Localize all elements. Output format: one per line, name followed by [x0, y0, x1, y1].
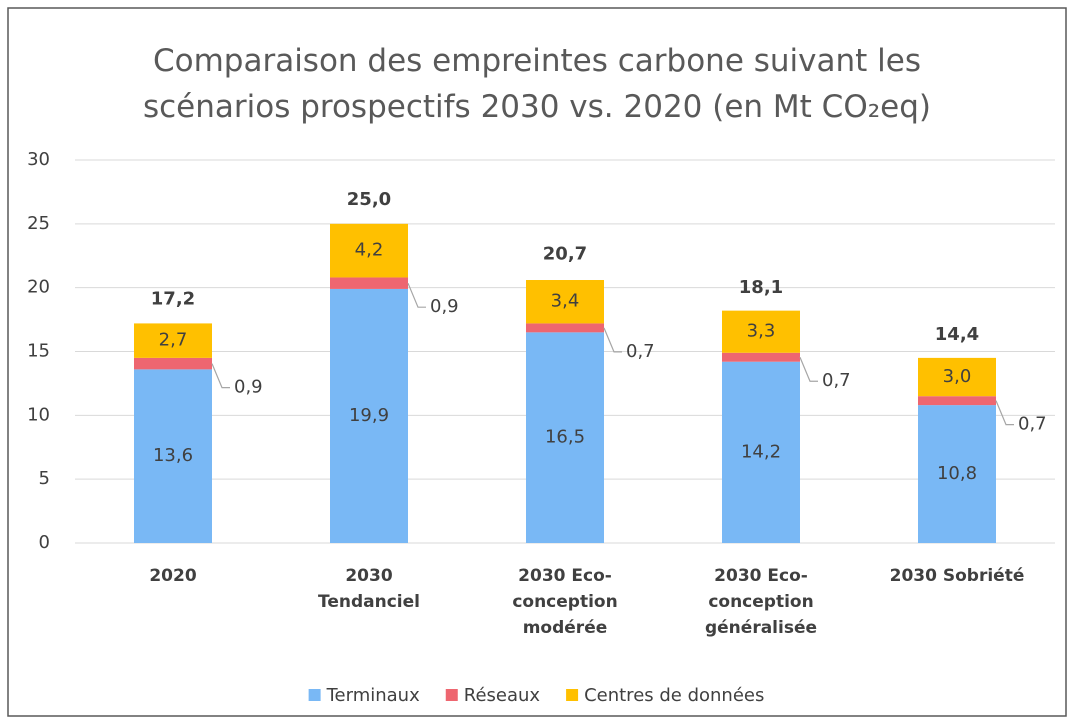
- total-label: 18,1: [739, 277, 783, 298]
- leader-line: [603, 327, 622, 353]
- legend-swatch: [308, 689, 321, 701]
- data-label: 0,7: [626, 341, 655, 362]
- legend-label: Terminaux: [326, 685, 420, 706]
- total-label: 20,7: [543, 244, 587, 265]
- y-tick-label: 25: [27, 213, 50, 234]
- bar-segment: [330, 223, 408, 278]
- bar-segment: [134, 323, 212, 358]
- legend-label: Centres de données: [584, 685, 764, 706]
- y-tick-label: 10: [27, 404, 50, 425]
- x-tick-label: 2030 Eco-conception généralisée: [704, 566, 818, 638]
- data-label: 14,2: [741, 441, 781, 462]
- data-label: 0,7: [1018, 414, 1047, 435]
- chart-title: Comparaison des empreintes carbone suiva…: [142, 43, 932, 125]
- data-label: 3,3: [747, 321, 776, 342]
- bar-segment: [918, 405, 996, 543]
- data-label: 0,9: [234, 377, 263, 398]
- total-label: 14,4: [935, 324, 979, 345]
- y-tick-label: 0: [39, 532, 50, 553]
- y-tick-label: 20: [27, 277, 50, 298]
- data-label: 4,2: [355, 240, 384, 261]
- bar-segment: [722, 352, 800, 362]
- x-tick-label: 2020: [149, 566, 197, 586]
- bar-segment: [722, 310, 800, 353]
- legend-label: Réseaux: [464, 685, 541, 706]
- bar-segment: [134, 369, 212, 543]
- y-tick-label: 5: [39, 468, 50, 489]
- x-tick-label: 2030 Eco-conception modérée: [512, 566, 618, 638]
- bar-segment: [330, 288, 408, 543]
- bar-segment: [526, 332, 604, 543]
- data-label: 16,5: [545, 427, 585, 448]
- bar-segment: [722, 361, 800, 543]
- leader-line: [211, 363, 230, 389]
- total-label: 17,2: [151, 288, 195, 309]
- y-tick-label: 30: [27, 149, 50, 170]
- bar-segment: [918, 357, 996, 397]
- data-label: 10,8: [937, 463, 977, 484]
- x-tick-label: 2030 Sobriété: [889, 566, 1025, 586]
- data-label: 0,7: [822, 370, 851, 391]
- data-label: 3,4: [551, 291, 580, 312]
- leader-line: [995, 400, 1014, 426]
- data-label: 13,6: [153, 445, 193, 466]
- leader-line: [799, 357, 818, 382]
- y-tick-label: 15: [27, 341, 50, 362]
- legend-swatch: [566, 689, 579, 701]
- leader-line: [407, 282, 426, 308]
- bar-segment: [134, 357, 212, 370]
- data-label: 2,7: [159, 330, 188, 351]
- bar-segment: [526, 323, 604, 333]
- total-label: 25,0: [347, 189, 391, 210]
- legend-swatch: [445, 689, 458, 701]
- bar-segment: [526, 280, 604, 324]
- x-tick-label: 2030 Tendanciel: [318, 566, 420, 612]
- bar-segment: [918, 396, 996, 406]
- data-label: 0,9: [430, 296, 459, 317]
- data-label: 3,0: [943, 366, 972, 387]
- data-label: 19,9: [349, 405, 389, 426]
- bar-segment: [330, 277, 408, 289]
- chart-border: [7, 7, 1067, 717]
